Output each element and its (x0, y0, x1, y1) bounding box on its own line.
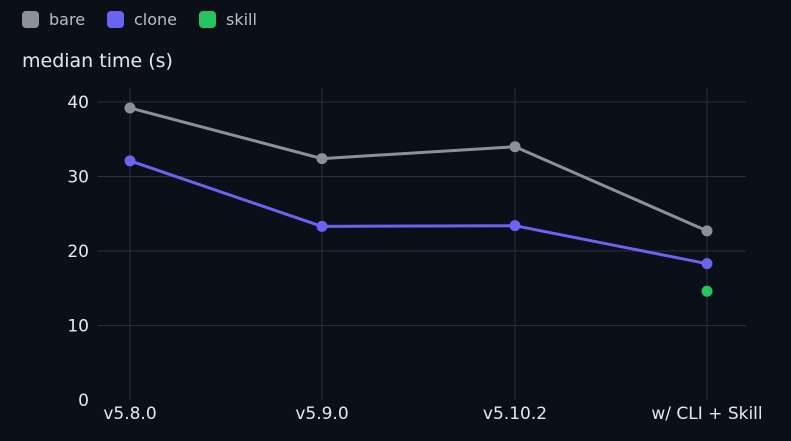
data-point-bare-3[interactable] (701, 225, 713, 237)
x-axis-ticks: v5.8.0 v5.9.0 v5.10.2 w/ CLI + Skill (103, 404, 762, 424)
legend-label-clone[interactable]: clone (134, 10, 177, 29)
y-tick-label-10: 10 (67, 317, 89, 337)
y-axis-title: median time (s) (22, 50, 173, 72)
y-tick-label-40: 40 (67, 93, 89, 113)
series-skill (701, 285, 713, 297)
series-clone (124, 155, 713, 270)
legend-label-skill[interactable]: skill (226, 10, 257, 29)
data-point-clone-1[interactable] (316, 220, 328, 232)
x-tick-label-0: v5.8.0 (103, 404, 156, 424)
data-point-skill-3[interactable] (701, 285, 713, 297)
legend: bare clone skill (22, 10, 257, 29)
gridlines (98, 88, 746, 400)
data-point-bare-0[interactable] (124, 102, 136, 114)
y-tick-label-30: 30 (67, 168, 89, 188)
data-point-clone-2[interactable] (509, 220, 521, 232)
x-tick-label-1: v5.9.0 (295, 404, 348, 424)
x-tick-label-3: w/ CLI + Skill (651, 404, 762, 424)
series-layer (124, 102, 713, 297)
legend-swatch-bare[interactable] (22, 11, 39, 28)
legend-swatch-clone[interactable] (107, 11, 124, 28)
legend-label-bare[interactable]: bare (49, 10, 85, 29)
series-line-clone (128, 159, 709, 266)
data-point-clone-3[interactable] (701, 258, 713, 270)
y-axis-ticks: 0 10 20 30 40 (67, 93, 89, 411)
data-point-bare-1[interactable] (316, 153, 328, 165)
x-tick-label-2: v5.10.2 (483, 404, 547, 424)
y-tick-label-20: 20 (67, 242, 89, 262)
data-point-clone-0[interactable] (124, 155, 136, 167)
series-bare (124, 102, 713, 237)
legend-swatch-skill[interactable] (199, 11, 216, 28)
data-point-bare-2[interactable] (509, 141, 521, 153)
y-tick-label-0: 0 (78, 391, 89, 411)
series-line-bare (128, 106, 709, 233)
